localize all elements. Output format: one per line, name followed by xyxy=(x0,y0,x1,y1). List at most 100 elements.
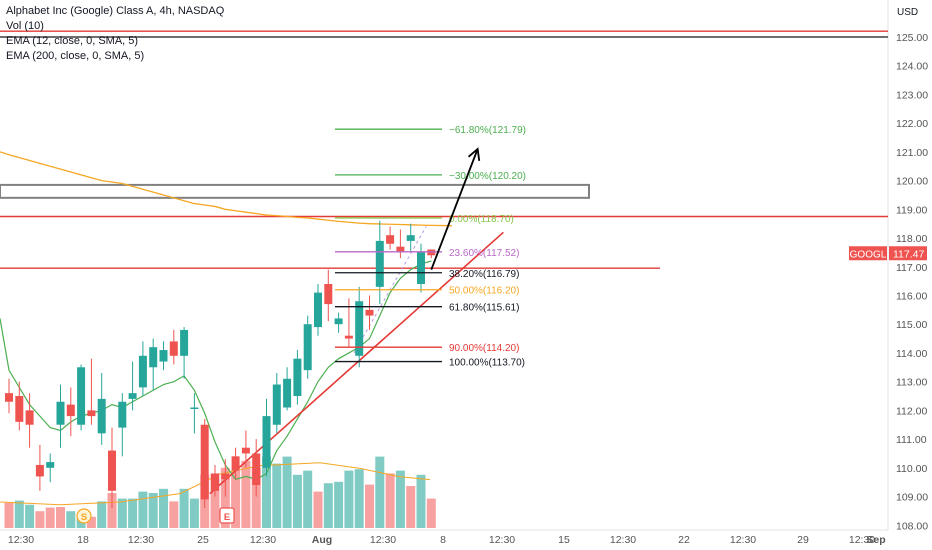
candle-body[interactable] xyxy=(77,367,86,425)
candle-body[interactable] xyxy=(396,246,405,253)
candle-body[interactable] xyxy=(15,396,24,422)
x-tick-label: 12:30 xyxy=(730,534,756,546)
candle-body[interactable] xyxy=(293,358,302,397)
candle-body[interactable] xyxy=(417,252,425,284)
x-tick-label: 18 xyxy=(77,534,89,546)
volume-bar xyxy=(262,456,271,528)
y-tick-label: 117.00 xyxy=(896,262,927,274)
candle-body[interactable] xyxy=(128,393,137,399)
projection-arrow[interactable] xyxy=(430,148,479,270)
x-tick-label: 12:30 xyxy=(250,534,276,546)
candle-body[interactable] xyxy=(241,447,250,454)
candle-body[interactable] xyxy=(406,235,415,241)
currency-label: USD xyxy=(897,7,918,18)
candle-body[interactable] xyxy=(108,450,116,491)
x-tick-label: Sep xyxy=(866,534,885,546)
y-tick-label: 121.00 xyxy=(896,147,928,159)
candle-body[interactable] xyxy=(118,401,127,428)
candle-body[interactable] xyxy=(149,347,158,368)
volume-bar xyxy=(416,474,426,528)
volume-bar xyxy=(220,467,230,528)
volume-bar xyxy=(14,500,24,528)
fib-level-label: 50.00%(116.20) xyxy=(449,286,519,297)
candle-body[interactable] xyxy=(324,283,333,305)
candle-body[interactable] xyxy=(87,410,96,417)
candle-body[interactable] xyxy=(66,404,75,417)
ema200-line[interactable] xyxy=(0,151,452,227)
candle-body[interactable] xyxy=(272,384,281,425)
chart-title: Alphabet Inc (Google) Class A, 4h, NASDA… xyxy=(6,5,225,17)
x-tick-label: 12:30 xyxy=(610,534,636,546)
marker-label: E xyxy=(224,512,230,523)
volume-bar xyxy=(282,456,292,528)
candle-body[interactable] xyxy=(35,464,44,477)
volume-bar xyxy=(354,469,364,528)
volume-bar xyxy=(375,456,385,528)
candle-body[interactable] xyxy=(355,301,364,356)
volume-bar xyxy=(86,516,96,528)
y-tick-label: 123.00 xyxy=(896,89,928,101)
trendline[interactable] xyxy=(209,231,504,495)
indicator-ema12[interactable]: EMA (12, close, 0, SMA, 5) xyxy=(6,35,139,47)
volume-bar xyxy=(385,473,395,528)
candle-body[interactable] xyxy=(283,378,292,408)
candle-body[interactable] xyxy=(200,424,209,500)
volume-bar xyxy=(159,488,168,528)
volume-bar xyxy=(138,491,148,528)
candle-body[interactable] xyxy=(334,318,343,325)
candle-body[interactable] xyxy=(211,473,219,491)
fib-level-label: −61.80%(121.79) xyxy=(449,125,526,136)
candle-body[interactable] xyxy=(56,401,65,425)
last-price-label: 117.47 xyxy=(893,248,924,260)
candle-body[interactable] xyxy=(386,235,395,244)
candle-body[interactable] xyxy=(169,341,178,356)
candle-body[interactable] xyxy=(314,292,322,328)
volume-bar xyxy=(251,467,261,528)
candle-body[interactable] xyxy=(159,350,168,362)
y-tick-label: 112.00 xyxy=(896,405,927,417)
candle-body[interactable] xyxy=(365,309,374,316)
volume-bar xyxy=(292,474,302,528)
volume-bar xyxy=(395,470,405,528)
candle-body[interactable] xyxy=(344,335,353,339)
candle-body[interactable] xyxy=(221,473,230,480)
earnings-marker[interactable] xyxy=(219,507,235,524)
y-tick-label: 115.00 xyxy=(896,319,927,331)
volume-bar xyxy=(35,511,45,528)
x-tick-label: 12:30 xyxy=(849,534,875,546)
volume-bar xyxy=(56,507,65,528)
candle-body[interactable] xyxy=(303,324,312,371)
x-tick-label: Aug xyxy=(312,534,332,546)
fib-level-label: 90.00%(114.20) xyxy=(449,343,519,354)
fib-level-label: 100.00%(113.70) xyxy=(449,358,525,369)
candle-body[interactable] xyxy=(262,416,271,468)
candle-body[interactable] xyxy=(25,410,34,425)
indicator-ema200[interactable]: EMA (200, close, 0, SMA, 5) xyxy=(6,50,145,62)
volume-bar xyxy=(107,493,117,528)
zone-box[interactable] xyxy=(0,183,590,199)
symbol-label: GOOGL xyxy=(850,249,887,260)
candle-body[interactable] xyxy=(97,398,106,434)
x-tick-label: 12:30 xyxy=(370,534,396,546)
dividend-marker[interactable] xyxy=(76,508,92,524)
candle-body[interactable] xyxy=(138,355,147,388)
candle-body[interactable] xyxy=(5,393,13,402)
indicator-volume[interactable]: Vol (10) xyxy=(6,20,44,32)
y-tick-label: 111.00 xyxy=(896,434,927,446)
fib-level-label: −30.00%(120.20) xyxy=(449,171,526,182)
candle-body[interactable] xyxy=(46,462,55,468)
y-tick-label: 108.00 xyxy=(896,520,928,532)
candle-body[interactable] xyxy=(252,453,261,486)
volume-bar xyxy=(303,470,313,528)
x-tick-label: 15 xyxy=(558,534,570,546)
candle-body[interactable] xyxy=(190,407,199,409)
ema12-line[interactable] xyxy=(0,260,432,480)
candle-body[interactable] xyxy=(231,456,240,471)
volume-bar xyxy=(189,498,199,528)
volume-bar xyxy=(272,463,282,528)
y-tick-label: 109.00 xyxy=(896,492,928,504)
candle-body[interactable] xyxy=(375,240,384,287)
candle-body[interactable] xyxy=(180,329,189,356)
symbol-badge xyxy=(849,246,887,261)
